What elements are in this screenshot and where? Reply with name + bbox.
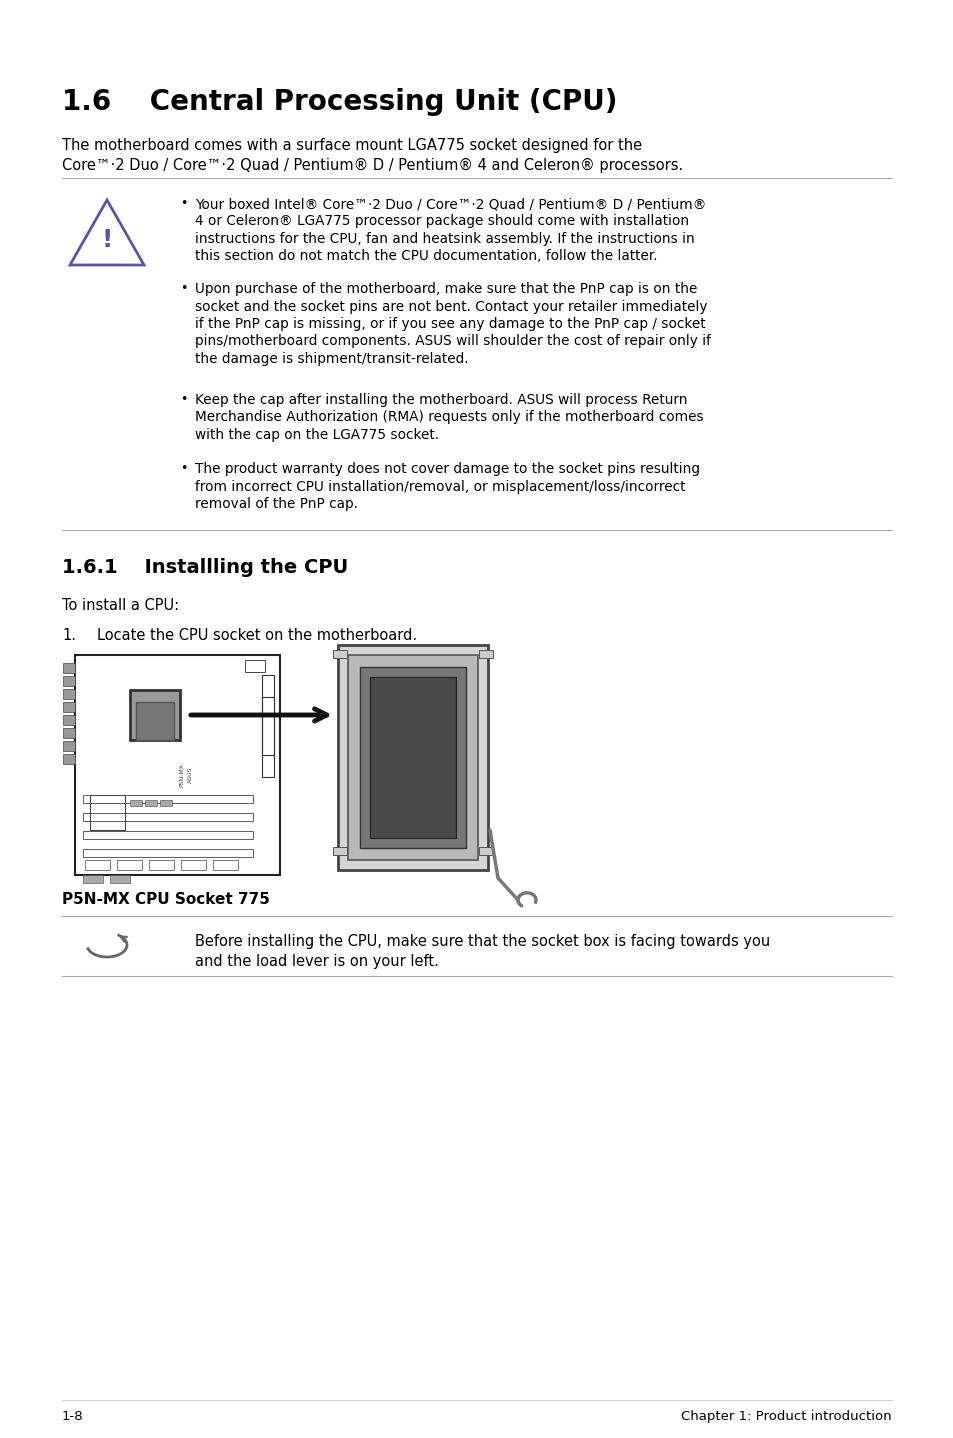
Text: •: •: [180, 197, 187, 210]
Text: Before installing the CPU, make sure that the socket box is facing towards you: Before installing the CPU, make sure tha…: [194, 935, 769, 949]
Text: if the PnP cap is missing, or if you see any damage to the PnP cap / socket: if the PnP cap is missing, or if you see…: [194, 316, 705, 331]
Text: Core™·2 Duo / Core™·2 Quad / Pentium® D / Pentium® 4 and Celeron® processors.: Core™·2 Duo / Core™·2 Quad / Pentium® D …: [62, 158, 682, 173]
Text: socket and the socket pins are not bent. Contact your retailer immediately: socket and the socket pins are not bent.…: [194, 299, 707, 313]
Text: Your boxed Intel® Core™·2 Duo / Core™·2 Quad / Pentium® D / Pentium®: Your boxed Intel® Core™·2 Duo / Core™·2 …: [194, 197, 705, 211]
Text: with the cap on the LGA775 socket.: with the cap on the LGA775 socket.: [194, 429, 438, 441]
Bar: [130, 800, 142, 807]
Bar: [130, 690, 180, 741]
Bar: [85, 860, 110, 870]
Bar: [333, 847, 347, 856]
Bar: [110, 874, 130, 883]
Bar: [63, 663, 75, 673]
Text: !: !: [101, 229, 112, 252]
Text: To install a CPU:: To install a CPU:: [62, 598, 179, 613]
Text: 4 or Celeron® LGA775 processor package should come with installation: 4 or Celeron® LGA775 processor package s…: [194, 214, 688, 229]
Bar: [478, 847, 493, 856]
Bar: [63, 715, 75, 725]
Text: 1.: 1.: [62, 628, 76, 643]
Bar: [149, 860, 173, 870]
Text: Upon purchase of the motherboard, make sure that the PnP cap is on the: Upon purchase of the motherboard, make s…: [194, 282, 697, 296]
Text: the damage is shipment/transit-related.: the damage is shipment/transit-related.: [194, 352, 468, 367]
Text: instructions for the CPU, fan and heatsink assembly. If the instructions in: instructions for the CPU, fan and heatsi…: [194, 232, 694, 246]
Bar: [160, 800, 172, 807]
Bar: [63, 676, 75, 686]
Bar: [181, 860, 206, 870]
Bar: [83, 874, 103, 883]
Text: P5N-MX: P5N-MX: [179, 764, 184, 787]
Text: ASUS: ASUS: [188, 766, 193, 784]
Text: Locate the CPU socket on the motherboard.: Locate the CPU socket on the motherboard…: [97, 628, 416, 643]
Bar: [75, 654, 280, 874]
Bar: [478, 650, 493, 659]
Bar: [245, 660, 265, 672]
Text: Merchandise Authorization (RMA) requests only if the motherboard comes: Merchandise Authorization (RMA) requests…: [194, 410, 703, 424]
Text: •: •: [180, 282, 187, 295]
Bar: [63, 689, 75, 699]
Text: The motherboard comes with a surface mount LGA775 socket designed for the: The motherboard comes with a surface mou…: [62, 138, 641, 152]
Text: •: •: [180, 393, 187, 406]
Text: this section do not match the CPU documentation, follow the latter.: this section do not match the CPU docume…: [194, 250, 657, 263]
Bar: [337, 646, 488, 870]
Bar: [262, 674, 274, 755]
Bar: [136, 702, 173, 741]
Bar: [83, 812, 253, 821]
Text: 1-8: 1-8: [62, 1411, 84, 1424]
Text: Chapter 1: Product introduction: Chapter 1: Product introduction: [680, 1411, 891, 1424]
Text: 1.6.1    Installling the CPU: 1.6.1 Installling the CPU: [62, 558, 348, 577]
Text: Keep the cap after installing the motherboard. ASUS will process Return: Keep the cap after installing the mother…: [194, 393, 687, 407]
Text: The product warranty does not cover damage to the socket pins resulting: The product warranty does not cover dama…: [194, 462, 700, 476]
Bar: [83, 831, 253, 838]
Text: 1.6    Central Processing Unit (CPU): 1.6 Central Processing Unit (CPU): [62, 88, 617, 116]
Bar: [370, 677, 456, 838]
Text: P5N-MX CPU Socket 775: P5N-MX CPU Socket 775: [62, 892, 270, 907]
Text: pins/motherboard components. ASUS will shoulder the cost of repair only if: pins/motherboard components. ASUS will s…: [194, 335, 710, 348]
Bar: [348, 654, 477, 860]
Bar: [117, 860, 142, 870]
Text: removal of the PnP cap.: removal of the PnP cap.: [194, 498, 357, 510]
Bar: [63, 702, 75, 712]
Bar: [213, 860, 237, 870]
Bar: [63, 754, 75, 764]
Bar: [63, 741, 75, 751]
Bar: [262, 697, 274, 777]
Bar: [145, 800, 157, 807]
Bar: [83, 795, 253, 802]
Bar: [90, 795, 125, 830]
Text: •: •: [180, 462, 187, 475]
Bar: [83, 848, 253, 857]
Bar: [359, 667, 465, 848]
Bar: [63, 728, 75, 738]
Bar: [333, 650, 347, 659]
Text: and the load lever is on your left.: and the load lever is on your left.: [194, 953, 438, 969]
Text: from incorrect CPU installation/removal, or misplacement/loss/incorrect: from incorrect CPU installation/removal,…: [194, 479, 685, 493]
